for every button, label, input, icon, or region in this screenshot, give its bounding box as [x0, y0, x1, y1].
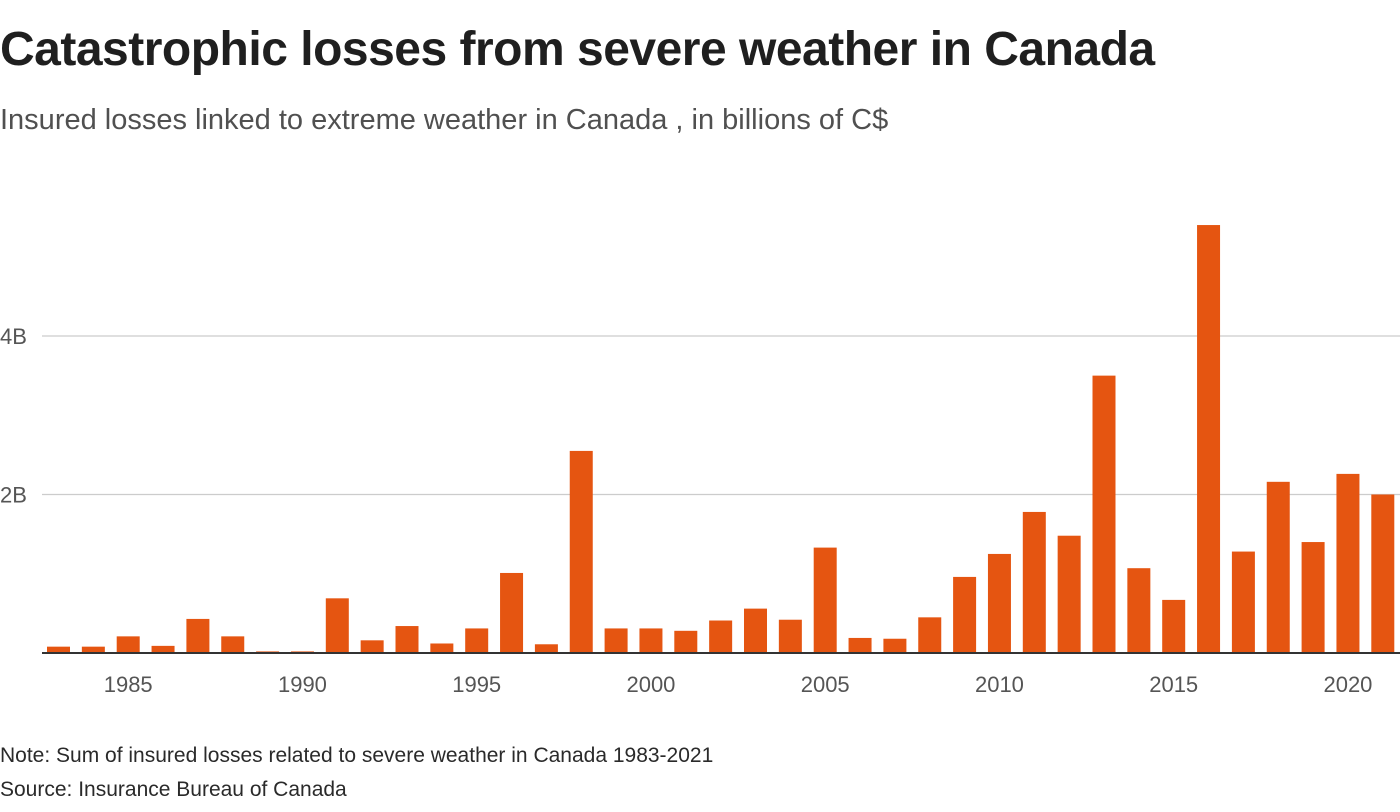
bar-2011 [1022, 511, 1046, 653]
bar-1983 [47, 646, 70, 653]
bar-1992 [360, 640, 384, 653]
x-tick-label: 2015 [1149, 672, 1198, 697]
y-tick-label: 2B [0, 483, 27, 508]
gridlines [42, 335, 1400, 496]
bar-1994 [430, 643, 454, 653]
bar-2018 [1266, 481, 1290, 653]
bar-1999 [604, 628, 628, 653]
bar-2006 [848, 637, 872, 653]
bar-2020 [1336, 473, 1360, 653]
bar-chart: 2B 4B 1985 1990 1995 2000 2005 2010 2015 2020 [0, 225, 1400, 697]
bar-2010 [987, 553, 1011, 653]
bar-1996 [500, 572, 524, 653]
bar-2002 [709, 620, 733, 653]
x-tick-label: 1985 [104, 672, 153, 697]
bar-1991 [325, 598, 349, 653]
x-tick-label: 2010 [975, 672, 1024, 697]
chart-source: Source: Insurance Bureau of Canada [0, 778, 347, 801]
bar-2009 [953, 576, 977, 653]
bar-1984 [81, 646, 105, 653]
y-tick-label: 4B [0, 324, 27, 349]
bar-2019 [1301, 542, 1325, 653]
axis-labels: 2B 4B 1985 1990 1995 2000 2005 2010 2015 2020 [0, 324, 1372, 697]
bar-2012 [1057, 535, 1081, 653]
x-tick-label: 1990 [278, 672, 327, 697]
bar-2014 [1127, 568, 1151, 653]
chart-subtitle: Insured losses linked to extreme weather… [0, 104, 889, 136]
bar-2013 [1092, 375, 1116, 654]
bar-2017 [1231, 551, 1255, 653]
bar-2003 [744, 608, 767, 653]
bar-1988 [221, 636, 245, 653]
bar-2007 [883, 638, 907, 653]
bar-1995 [465, 628, 489, 653]
bar-2000 [639, 628, 663, 653]
bars [47, 225, 1395, 654]
x-tick-label: 2000 [626, 672, 675, 697]
bar-2015 [1162, 599, 1186, 653]
bar-2001 [674, 630, 698, 653]
x-tick-label: 1995 [452, 672, 501, 697]
bar-2005 [813, 547, 837, 653]
bar-2021 [1371, 494, 1395, 653]
bar-1997 [534, 644, 558, 653]
chart-note: Note: Sum of insured losses related to s… [0, 744, 714, 767]
bar-1986 [151, 645, 175, 653]
x-tick-label: 2005 [801, 672, 850, 697]
bar-1998 [569, 450, 593, 653]
bar-1987 [186, 618, 210, 653]
bar-1985 [116, 636, 140, 653]
bar-2016 [1197, 225, 1221, 654]
chart-title: Catastrophic losses from severe weather … [0, 23, 1155, 76]
bar-1993 [395, 626, 419, 653]
x-tick-label: 2020 [1323, 672, 1372, 697]
bar-2004 [778, 619, 802, 653]
bar-2008 [918, 617, 942, 653]
